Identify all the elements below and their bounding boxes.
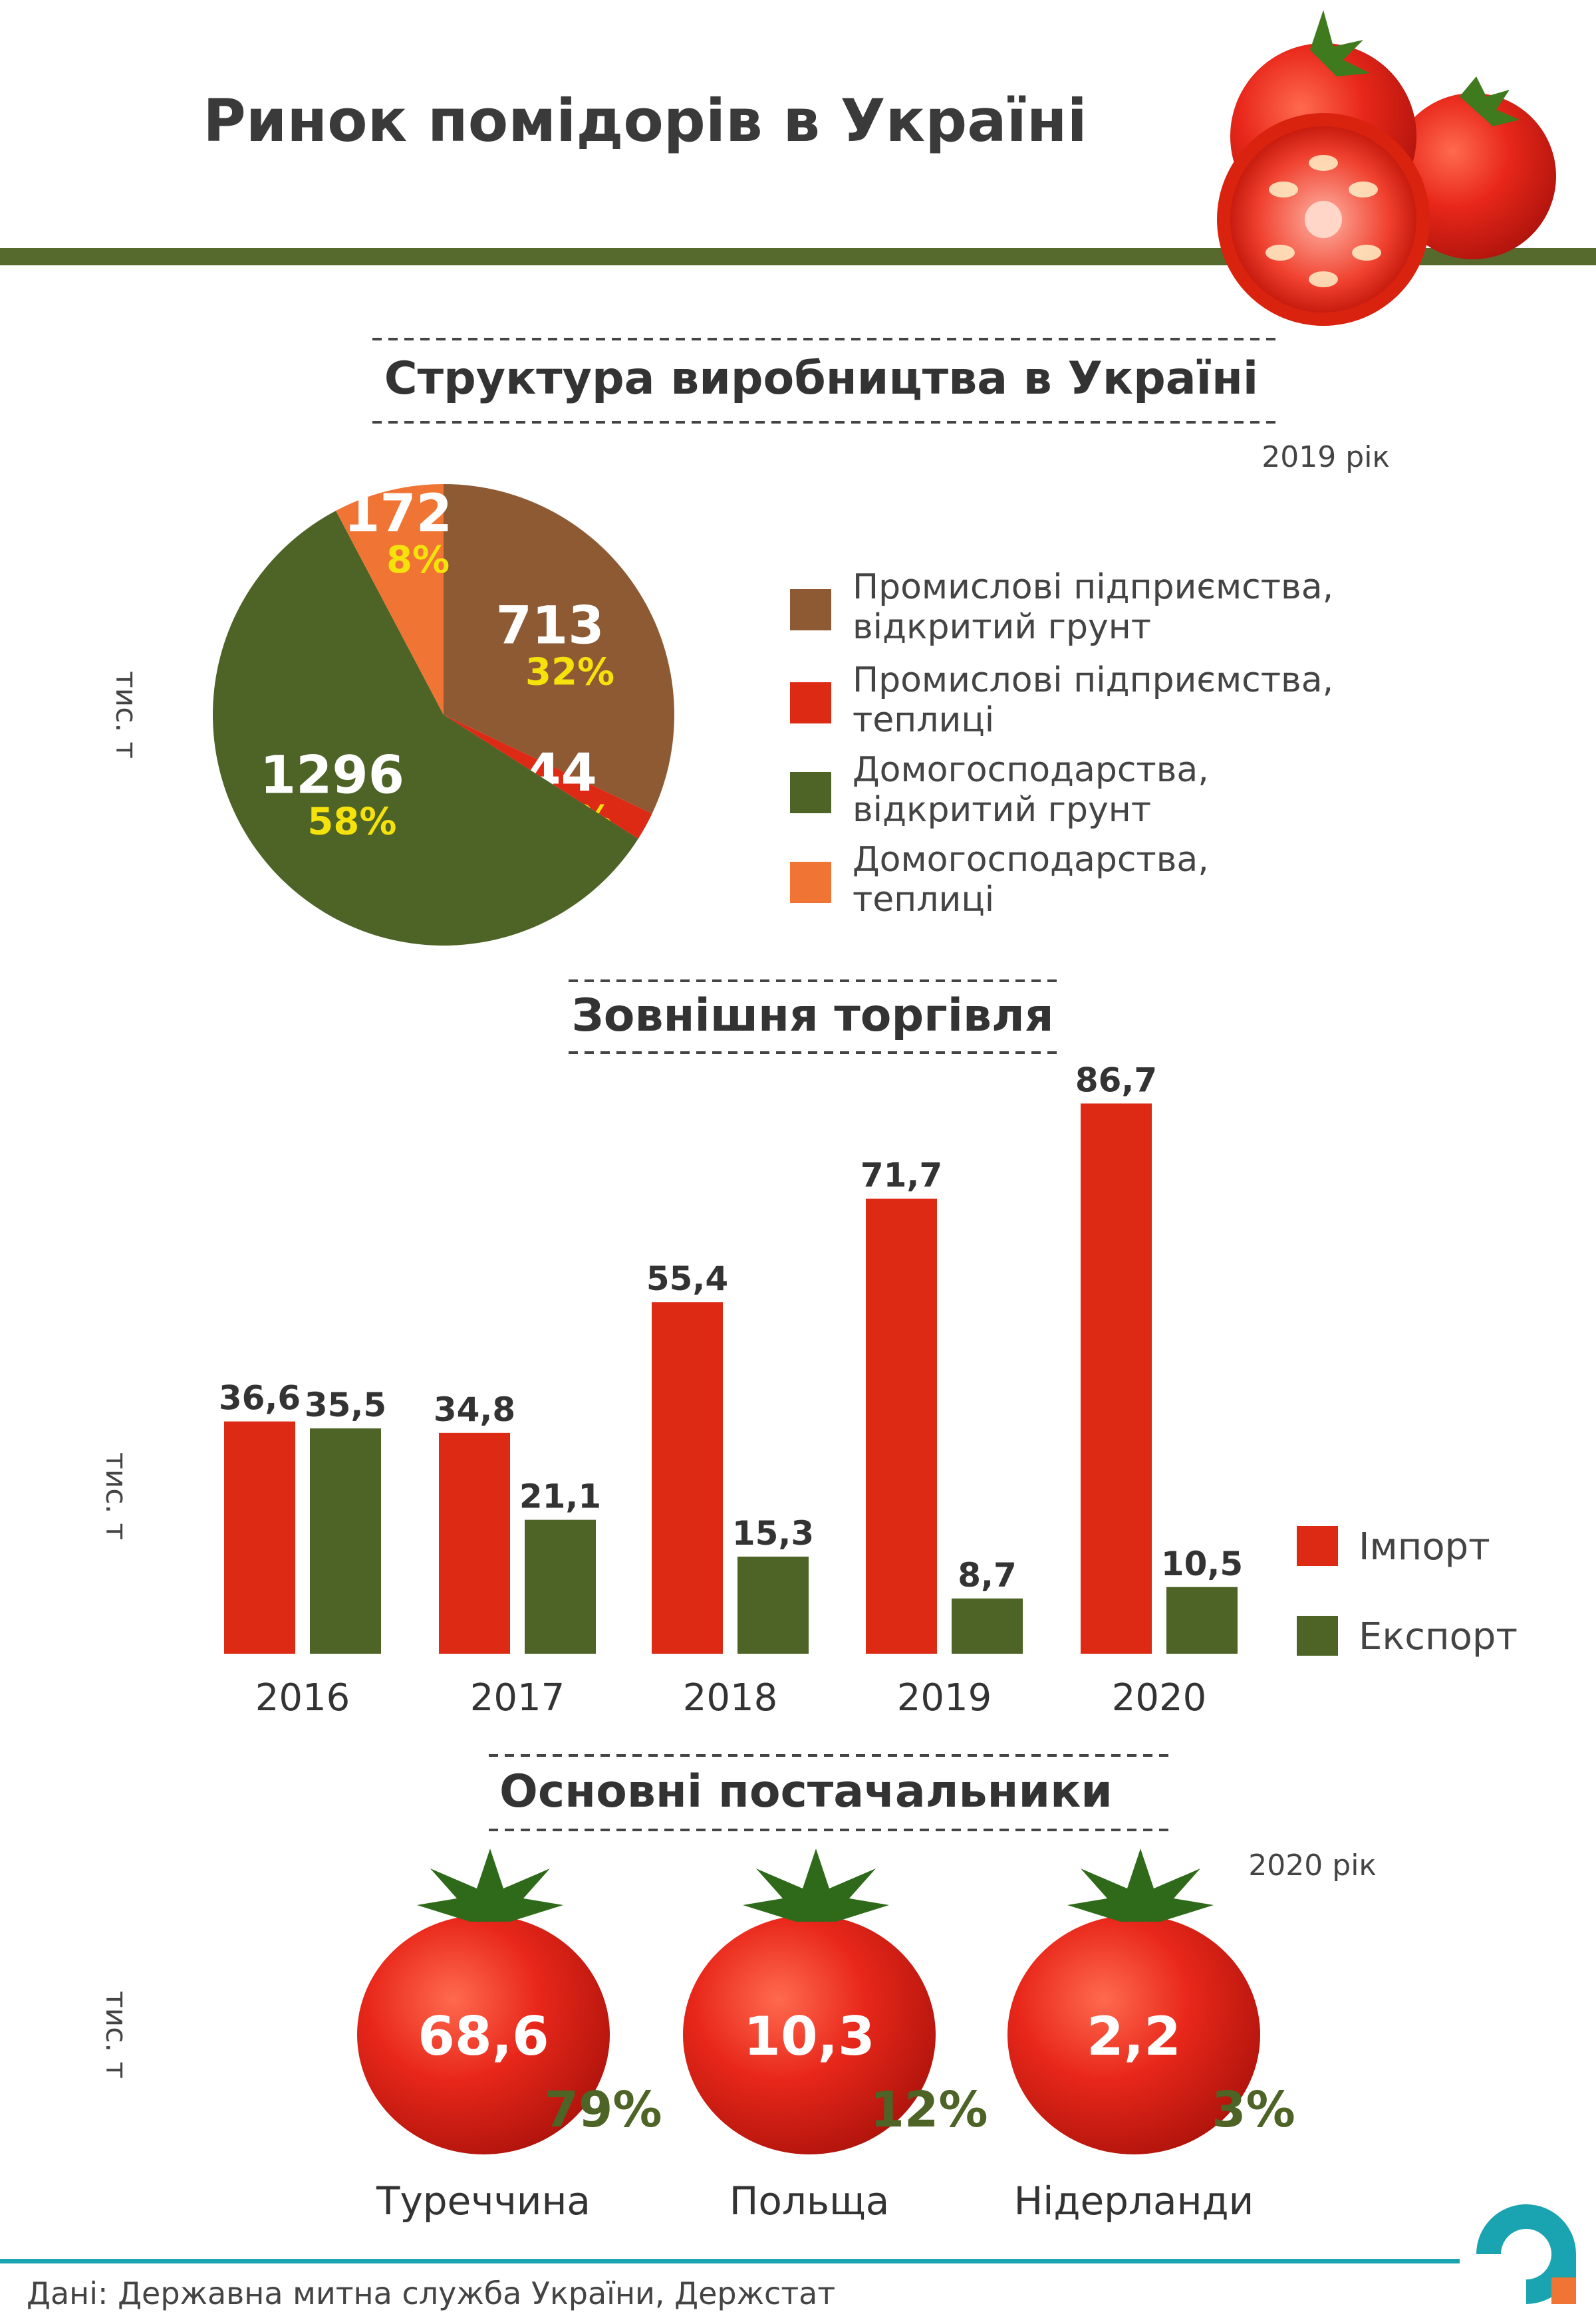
- bar-value-label: 71,7: [861, 1156, 942, 1195]
- bar-value-label: 55,4: [646, 1259, 728, 1298]
- supplier-country: Туреччина: [376, 2178, 591, 2224]
- legend-swatch: [790, 589, 831, 630]
- pie-slice-0: [444, 484, 675, 814]
- tomatoes-image: [1217, 10, 1556, 326]
- legend-label: Домогосподарства,: [853, 750, 1209, 790]
- legend-label: Імпорт: [1359, 1525, 1490, 1569]
- supplier-percent: 3%: [1212, 2081, 1295, 2138]
- trade-unit-label: тис. т: [99, 1452, 133, 1540]
- pie-value-label: 713: [496, 596, 604, 656]
- legend-swatch: [1297, 1526, 1338, 1566]
- legend-label: Експорт: [1359, 1615, 1518, 1658]
- supplier-percent: 12%: [870, 2081, 988, 2138]
- pie-value-label: 1296: [260, 746, 404, 806]
- trade-chart-title: Зовнішня торгівля: [571, 989, 1053, 1042]
- bar-value-label: 34,8: [434, 1390, 515, 1429]
- suppliers-year: 2020 рік: [1248, 1849, 1377, 1882]
- legend-swatch: [790, 862, 831, 903]
- bar-value-label: 21,1: [519, 1478, 601, 1516]
- legend-swatch: [790, 772, 831, 813]
- supplier-percent: 79%: [544, 2081, 662, 2138]
- footer-divider: [0, 2259, 1460, 2263]
- bar-import-2018: [652, 1302, 723, 1654]
- pie-percent-label: 8%: [386, 539, 450, 582]
- tomato-icon: [357, 1849, 610, 2154]
- bar-import-2017: [439, 1432, 510, 1654]
- tomato-body: [683, 1915, 936, 2154]
- production-chart-year: 2019 рік: [1262, 440, 1390, 474]
- tomato-body: [1007, 1915, 1260, 2154]
- supplier-value: 68,6: [418, 2005, 549, 2067]
- bar-value-label: 15,3: [732, 1514, 814, 1553]
- bar-export-2016: [310, 1428, 381, 1654]
- bar-import-2020: [1081, 1103, 1152, 1654]
- tomato-stem: [1067, 1849, 1214, 1922]
- tomato-body: [357, 1915, 610, 2154]
- data-source: Дані: Державна митна служба України, Дер…: [27, 2275, 835, 2311]
- tomato-icon: [1007, 1849, 1260, 2154]
- suppliers-title: Основні постачальники: [499, 1765, 1113, 1818]
- x-tick-label: 2019: [897, 1676, 992, 1720]
- legend-label: теплиці: [853, 700, 994, 740]
- pie-value-label: 172: [344, 484, 452, 544]
- pie-slice-1: [444, 715, 652, 839]
- suppliers-unit-label: тис. т: [99, 1991, 133, 2079]
- bar-value-label: 35,5: [305, 1386, 386, 1424]
- bar-export-2020: [1166, 1587, 1238, 1654]
- bar-value-label: 10,5: [1161, 1545, 1243, 1583]
- x-tick-label: 2018: [683, 1676, 778, 1720]
- trade-bars: 36,6 35,5 2016 34,8 21,1 2017 55,4 15,3 2018 71,7…: [219, 1061, 1243, 1720]
- trade-legend: Імпорт Експорт: [1297, 1525, 1518, 1658]
- page-title: Ринок помідорів в Україні: [203, 86, 1087, 155]
- suppliers-list: 68,6 79% Туреччина 10,3 12% Польща 2,2 3% Нідерл…: [357, 1849, 1295, 2224]
- brand-logo-icon: [1476, 2204, 1576, 2304]
- pie-slice-2: [212, 511, 638, 946]
- pie-slice-3: [336, 484, 444, 715]
- bar-value-label: 86,7: [1075, 1061, 1157, 1099]
- legend-label: відкритий грунт: [853, 607, 1151, 647]
- x-tick-label: 2017: [470, 1676, 565, 1720]
- supplier-value: 10,3: [743, 2005, 874, 2067]
- bar-value-label: 8,7: [958, 1556, 1017, 1595]
- legend-label: Домогосподарства,: [853, 840, 1209, 880]
- production-unit-label: тис. т: [109, 671, 143, 759]
- bar-import-2016: [224, 1421, 295, 1654]
- tomato-stem: [743, 1849, 889, 1922]
- pie-percent-label: 32%: [525, 650, 614, 694]
- legend-label: Промислові підприємства,: [853, 660, 1333, 700]
- bar-import-2019: [866, 1198, 937, 1654]
- production-legend: Промислові підприємства,відкритий грунтП…: [790, 567, 1333, 920]
- supplier-country: Польща: [730, 2178, 890, 2224]
- legend-label: теплиці: [853, 880, 994, 920]
- bar-export-2018: [737, 1556, 809, 1654]
- supplier-value: 2,2: [1087, 2005, 1181, 2067]
- production-chart-title: Структура виробництва в Україні: [384, 352, 1258, 405]
- pie-percent-label: 58%: [307, 801, 396, 844]
- bar-value-label: 36,6: [219, 1379, 301, 1418]
- legend-label: Промислові підприємства,: [853, 567, 1333, 607]
- x-tick-label: 2020: [1112, 1676, 1207, 1720]
- supplier-country: Нідерланди: [1014, 2178, 1254, 2224]
- x-tick-label: 2016: [255, 1676, 350, 1720]
- tomato-stem: [417, 1849, 563, 1922]
- legend-swatch: [1297, 1616, 1338, 1656]
- tomato-icon: [683, 1849, 936, 2154]
- legend-label: відкритий грунт: [853, 790, 1151, 830]
- legend-swatch: [790, 682, 831, 723]
- bar-export-2019: [952, 1598, 1023, 1654]
- bar-export-2017: [525, 1519, 596, 1654]
